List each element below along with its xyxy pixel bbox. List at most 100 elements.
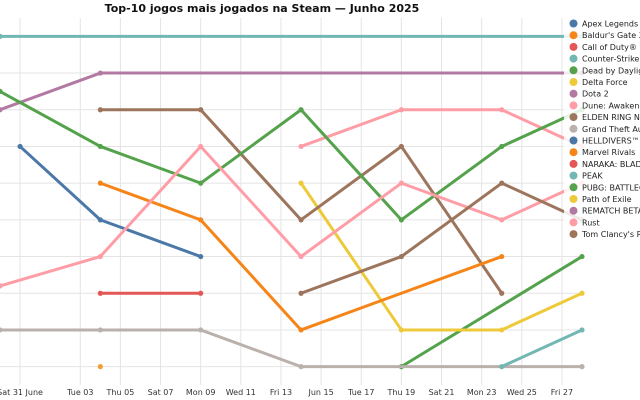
series-4	[398, 253, 585, 370]
data-point[interactable]	[398, 253, 404, 260]
legend-item[interactable]: Marvel Rivals	[569, 148, 636, 157]
x-tick-label: Sat 21	[429, 388, 455, 397]
legend-label: PEAK	[582, 172, 603, 181]
data-point[interactable]	[97, 253, 103, 260]
data-point[interactable]	[579, 290, 585, 296]
legend-label: Apex Legends	[582, 20, 638, 29]
data-point[interactable]	[0, 88, 3, 94]
legend-label: Counter-Strike 2	[582, 55, 640, 64]
data-point[interactable]	[579, 327, 585, 333]
legend-item[interactable]: HELLDIVERS™ 2	[569, 136, 640, 146]
data-point[interactable]	[97, 143, 103, 150]
legend-item[interactable]: Grand Theft Auto V	[569, 124, 640, 134]
legend-item[interactable]: Tom Clancy's Rainbow Six® Siege	[569, 230, 640, 239]
legend-item[interactable]: Baldur's Gate 3	[569, 31, 640, 40]
data-point[interactable]	[499, 143, 505, 150]
series-line[interactable]	[299, 181, 584, 295]
data-point[interactable]	[579, 253, 585, 260]
data-point[interactable]	[298, 364, 304, 370]
x-tick-label: Mon 09	[186, 388, 216, 397]
series-line[interactable]	[500, 328, 584, 369]
data-point[interactable]	[398, 217, 404, 223]
legend-item[interactable]: Dead by Daylight	[569, 66, 640, 75]
data-point[interactable]	[198, 107, 204, 113]
legend-item[interactable]: ELDEN RING NIGHTREIGN	[569, 113, 640, 122]
data-point[interactable]	[398, 107, 404, 113]
x-tick-label: Wed 11	[226, 388, 256, 397]
legend-item[interactable]: REMATCH BETA TEST	[569, 206, 640, 216]
series-line[interactable]	[399, 255, 584, 369]
x-tick-label: Fri 27	[551, 388, 573, 397]
legend-marker	[569, 42, 578, 51]
legend-item[interactable]: Dune: Awakening	[569, 101, 640, 110]
data-point[interactable]	[198, 143, 204, 150]
legend-marker	[569, 136, 578, 145]
legend-label: HELLDIVERS™ 2	[582, 137, 640, 146]
legend-item[interactable]: PEAK	[569, 171, 604, 181]
data-point[interactable]	[579, 364, 585, 370]
series-2	[97, 290, 204, 296]
legend-label: Call of Duty®	[582, 43, 637, 52]
legend-item[interactable]: Call of Duty®	[569, 42, 637, 52]
data-point[interactable]	[298, 180, 304, 186]
legend-label: Dune: Awakening	[582, 101, 640, 110]
data-point[interactable]	[499, 107, 505, 113]
legend-label: Tom Clancy's Rainbow Six® Siege	[581, 230, 640, 239]
data-point[interactable]	[298, 107, 304, 113]
data-point[interactable]	[198, 290, 204, 296]
legend-item[interactable]: Delta Force	[569, 78, 628, 87]
data-point[interactable]	[499, 364, 505, 370]
series-line[interactable]	[18, 144, 203, 259]
legend-label: ELDEN RING NIGHTREIGN	[582, 113, 640, 122]
data-point[interactable]	[0, 283, 3, 289]
data-point[interactable]	[499, 290, 505, 296]
data-point[interactable]	[97, 217, 103, 223]
data-point[interactable]	[97, 180, 103, 186]
legend-marker	[569, 66, 578, 75]
data-point[interactable]	[499, 253, 505, 260]
series-line[interactable]	[0, 144, 584, 288]
legend-marker	[569, 195, 578, 203]
data-point[interactable]	[97, 290, 103, 296]
series-6	[0, 70, 585, 113]
legend[interactable]: Apex Legends Baldur's Gate 3 Call of Duty®…	[564, 16, 640, 242]
data-point[interactable]	[499, 180, 505, 186]
data-point[interactable]	[97, 327, 103, 333]
legend-item[interactable]: NARAKA: BLADEPOINT	[569, 159, 640, 169]
legend-item[interactable]: Dota 2	[569, 89, 609, 99]
legend-item[interactable]: Path of Exile	[569, 195, 632, 204]
data-point[interactable]	[198, 180, 204, 186]
data-point[interactable]	[499, 327, 505, 333]
legend-marker	[569, 89, 578, 98]
data-point[interactable]	[298, 327, 304, 333]
data-point[interactable]	[398, 327, 404, 333]
legend-marker	[569, 183, 578, 192]
legend-item[interactable]: PUBG: BATTLEGROUNDS	[569, 183, 640, 192]
legend-item[interactable]: Rust	[569, 218, 600, 227]
series-line[interactable]	[0, 71, 584, 112]
data-point[interactable]	[298, 217, 304, 223]
data-point[interactable]	[398, 180, 404, 186]
data-point[interactable]	[298, 290, 304, 296]
data-point[interactable]	[398, 143, 404, 150]
data-point[interactable]	[298, 143, 304, 150]
data-point[interactable]	[17, 143, 23, 150]
data-point[interactable]	[0, 327, 3, 333]
legend-item[interactable]: Counter-Strike 2	[569, 54, 640, 64]
legend-label: PUBG: BATTLEGROUNDS	[582, 183, 640, 192]
x-tick-label: Thu 19	[387, 388, 416, 397]
data-point[interactable]	[499, 217, 505, 223]
series-line[interactable]	[299, 181, 584, 332]
series-line[interactable]	[0, 328, 584, 369]
legend-label: REMATCH BETA TEST	[582, 207, 640, 216]
data-point[interactable]	[298, 253, 304, 260]
data-point[interactable]	[0, 33, 3, 39]
data-point[interactable]	[97, 107, 103, 113]
legend-item[interactable]: Apex Legends	[569, 19, 639, 29]
data-point[interactable]	[198, 327, 204, 333]
data-point[interactable]	[0, 107, 3, 113]
data-point[interactable]	[198, 253, 204, 260]
data-point[interactable]	[97, 364, 103, 370]
data-point[interactable]	[97, 70, 103, 76]
data-point[interactable]	[198, 217, 204, 223]
